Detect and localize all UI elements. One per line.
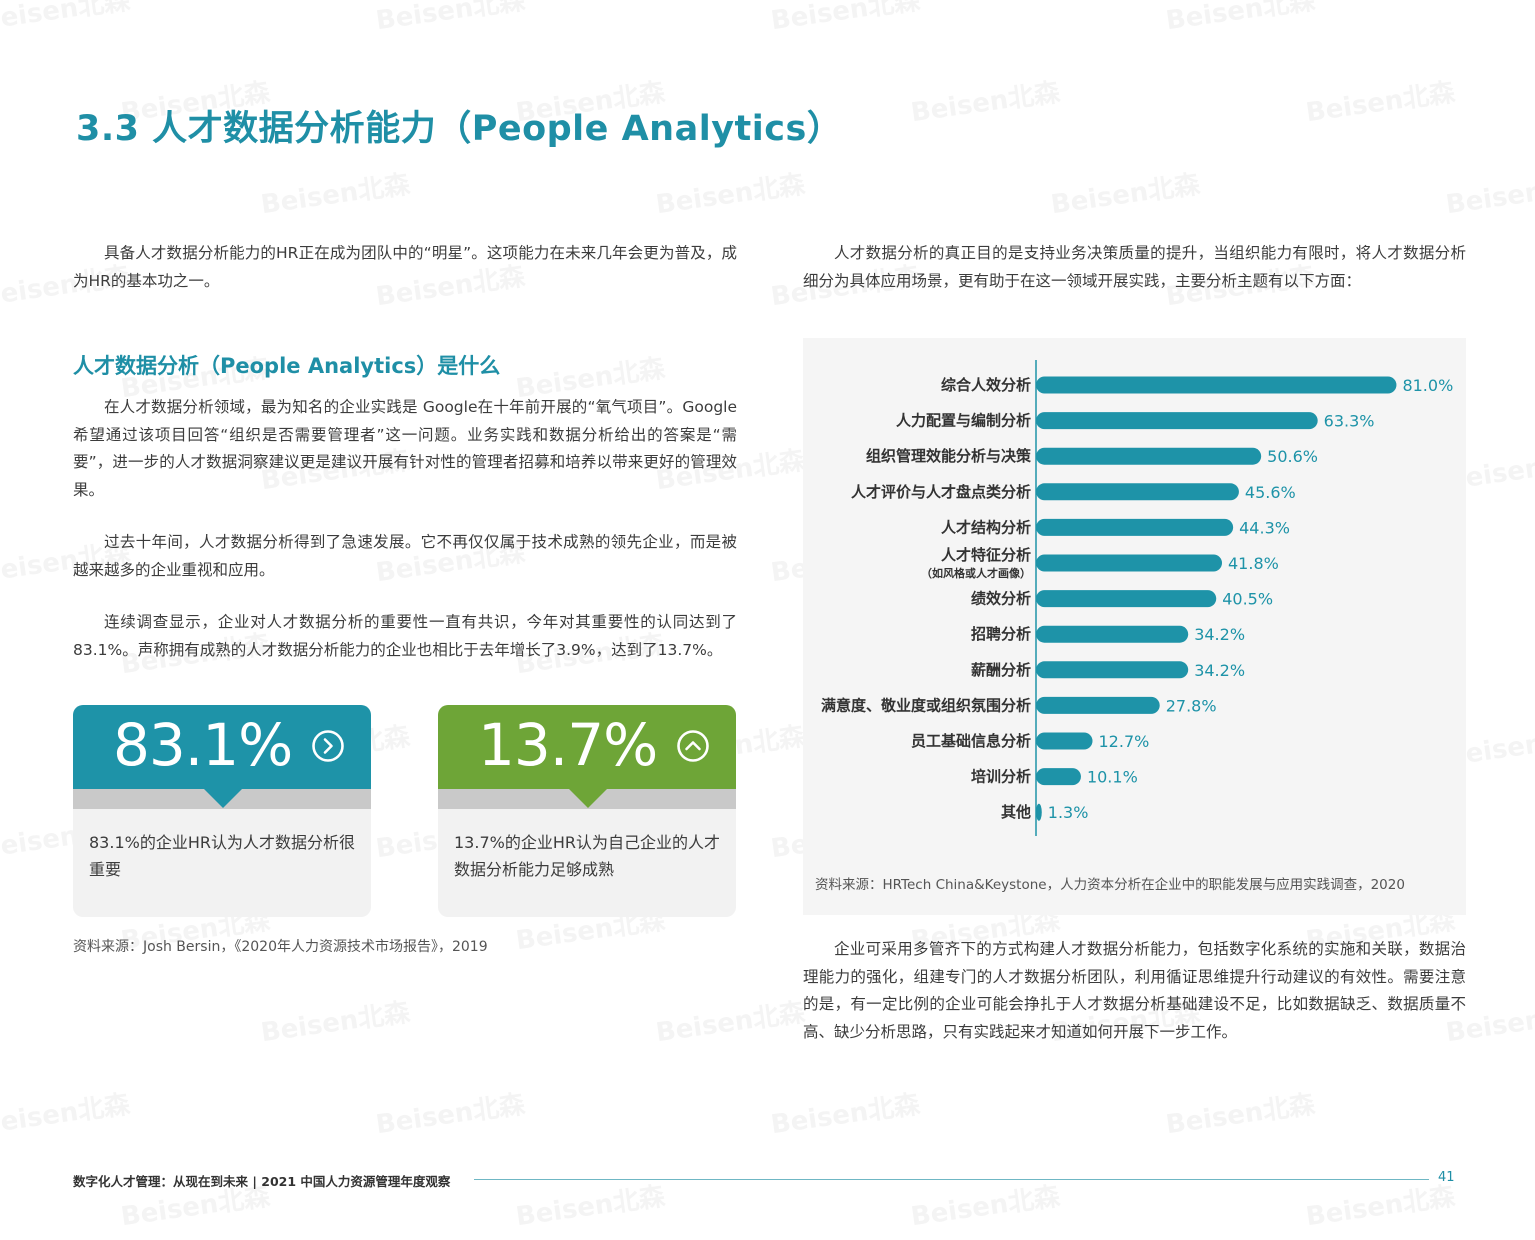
footer-rule bbox=[474, 1179, 1429, 1180]
bar-value-label: 81.0% bbox=[1402, 376, 1453, 395]
category-label: 员工基础信息分析 bbox=[911, 732, 1031, 750]
category-label: 薪酬分析 bbox=[971, 661, 1031, 679]
bar-value-label: 34.2% bbox=[1194, 625, 1245, 644]
bar-value-label: 44.3% bbox=[1239, 518, 1290, 537]
bar-chart-panel: 81.0% 综合人效分析 63.3% 人力配置与编制分析 50.6% 组织管理效能分析与决… bbox=[803, 338, 1466, 915]
chart-bar bbox=[1036, 554, 1223, 572]
chart-bar bbox=[1036, 696, 1160, 714]
category-label: 人才评价与人才盘点类分析 bbox=[851, 483, 1031, 501]
bar-value-label: 63.3% bbox=[1324, 412, 1375, 431]
paragraph-text: 在人才数据分析领域，最为知名的企业实践是 Google在十年前开展的“氧气项目”… bbox=[73, 398, 737, 499]
bar-value-label: 27.8% bbox=[1166, 696, 1217, 715]
right-conclusion-text: 企业可采用多管齐下的方式构建人才数据分析能力，包括数字化系统的实施和关联，数据治… bbox=[803, 940, 1466, 1041]
stat-card-importance: 83.1% 83.1%的企业HR认为人才数据分析很重要 bbox=[73, 705, 371, 917]
bar-value-label: 12.7% bbox=[1099, 732, 1150, 751]
chart-bar bbox=[1036, 661, 1189, 679]
bar-value-label: 50.6% bbox=[1267, 447, 1318, 466]
chart-bar bbox=[1036, 803, 1042, 821]
left-intro-text: 具备人才数据分析能力的HR正在成为团队中的“明星”。这项能力在未来几年会更为普及… bbox=[73, 244, 737, 290]
category-label: 其他 bbox=[1001, 803, 1031, 821]
chart-bar bbox=[1036, 518, 1234, 536]
section-subheading: 人才数据分析（People Analytics）是什么 bbox=[73, 354, 501, 378]
right-intro-text: 人才数据分析的真正目的是支持业务决策质量的提升，当组织能力有限时，将人才数据分析… bbox=[803, 244, 1466, 290]
stat-value: 13.7% bbox=[478, 711, 658, 779]
chart-bar bbox=[1036, 732, 1093, 750]
stat-description: 13.7%的企业HR认为自己企业的人才数据分析能力足够成熟 bbox=[454, 833, 720, 879]
category-label: 满意度、敬业度或组织氛围分析 bbox=[821, 696, 1031, 714]
footer-title: 数字化人才管理：从现在到未来 | 2021 中国人力资源管理年度观察 bbox=[73, 1174, 451, 1189]
left-paragraph-2: 过去十年间，人才数据分析得到了急速发展。它不再仅仅属于技术成熟的领先企业，而是被… bbox=[73, 529, 737, 584]
page-title: 3.3 人才数据分析能力（People Analytics） bbox=[76, 109, 843, 149]
category-label: 绩效分析 bbox=[971, 590, 1031, 608]
bar-value-label: 10.1% bbox=[1087, 768, 1138, 787]
paragraph-text: 连续调查显示，企业对人才数据分析的重要性一直有共识，今年对其重要性的认同达到了8… bbox=[73, 613, 737, 659]
category-note: （如风格或人才画像） bbox=[921, 566, 1031, 580]
category-label: 人力配置与编制分析 bbox=[896, 412, 1031, 430]
stat-description: 83.1%的企业HR认为人才数据分析很重要 bbox=[89, 833, 355, 879]
chart-bar bbox=[1036, 590, 1217, 608]
left-source-note: 资料来源：Josh Bersin，《2020年人力资源技术市场报告》，2019 bbox=[73, 939, 488, 955]
category-label: 人才特征分析 bbox=[941, 546, 1031, 564]
page-number: 41 bbox=[1438, 1170, 1455, 1185]
chart-bar bbox=[1036, 412, 1318, 430]
chart-bar bbox=[1036, 625, 1189, 643]
bar-value-label: 1.3% bbox=[1048, 803, 1089, 822]
bar-chart: 81.0% 综合人效分析 63.3% 人力配置与编制分析 50.6% 组织管理效能分析与决… bbox=[821, 360, 1453, 836]
paragraph-text: 过去十年间，人才数据分析得到了急速发展。它不再仅仅属于技术成熟的领先企业，而是被… bbox=[73, 533, 737, 579]
category-label: 组织管理效能分析与决策 bbox=[866, 447, 1032, 465]
left-intro: 具备人才数据分析能力的HR正在成为团队中的“明星”。这项能力在未来几年会更为普及… bbox=[73, 240, 737, 295]
bar-value-label: 40.5% bbox=[1222, 590, 1273, 609]
card-header: 13.7% bbox=[438, 705, 736, 789]
chevron-up-circle-icon bbox=[677, 730, 709, 762]
chart-bar bbox=[1036, 483, 1239, 501]
left-paragraph-3: 连续调查显示，企业对人才数据分析的重要性一直有共识，今年对其重要性的认同达到了8… bbox=[73, 609, 737, 664]
category-label: 培训分析 bbox=[971, 768, 1031, 786]
chart-bar bbox=[1036, 376, 1397, 394]
bar-value-label: 45.6% bbox=[1245, 483, 1296, 502]
stat-value: 83.1% bbox=[113, 711, 293, 779]
category-label: 综合人效分析 bbox=[941, 376, 1031, 394]
bar-value-label: 41.8% bbox=[1228, 554, 1279, 573]
category-label: 人才结构分析 bbox=[941, 518, 1031, 536]
card-pointer bbox=[568, 788, 608, 808]
right-conclusion: 企业可采用多管齐下的方式构建人才数据分析能力，包括数字化系统的实施和关联，数据治… bbox=[803, 936, 1466, 1046]
chart-bar bbox=[1036, 768, 1081, 786]
category-label: 招聘分析 bbox=[971, 625, 1031, 643]
bar-value-label: 34.2% bbox=[1194, 661, 1245, 680]
chevron-right-circle-icon bbox=[312, 730, 344, 762]
left-paragraph-1: 在人才数据分析领域，最为知名的企业实践是 Google在十年前开展的“氧气项目”… bbox=[73, 394, 737, 504]
stat-card-maturity: 13.7% 13.7%的企业HR认为自己企业的人才数据分析能力足够成熟 bbox=[438, 705, 736, 917]
right-intro: 人才数据分析的真正目的是支持业务决策质量的提升，当组织能力有限时，将人才数据分析… bbox=[803, 240, 1466, 295]
card-header: 83.1% bbox=[73, 705, 371, 789]
chart-bar bbox=[1036, 447, 1262, 465]
card-pointer bbox=[203, 788, 243, 808]
chart-source-note: 资料来源：HRTech China&Keystone，人力资本分析在企业中的职能… bbox=[815, 877, 1405, 893]
